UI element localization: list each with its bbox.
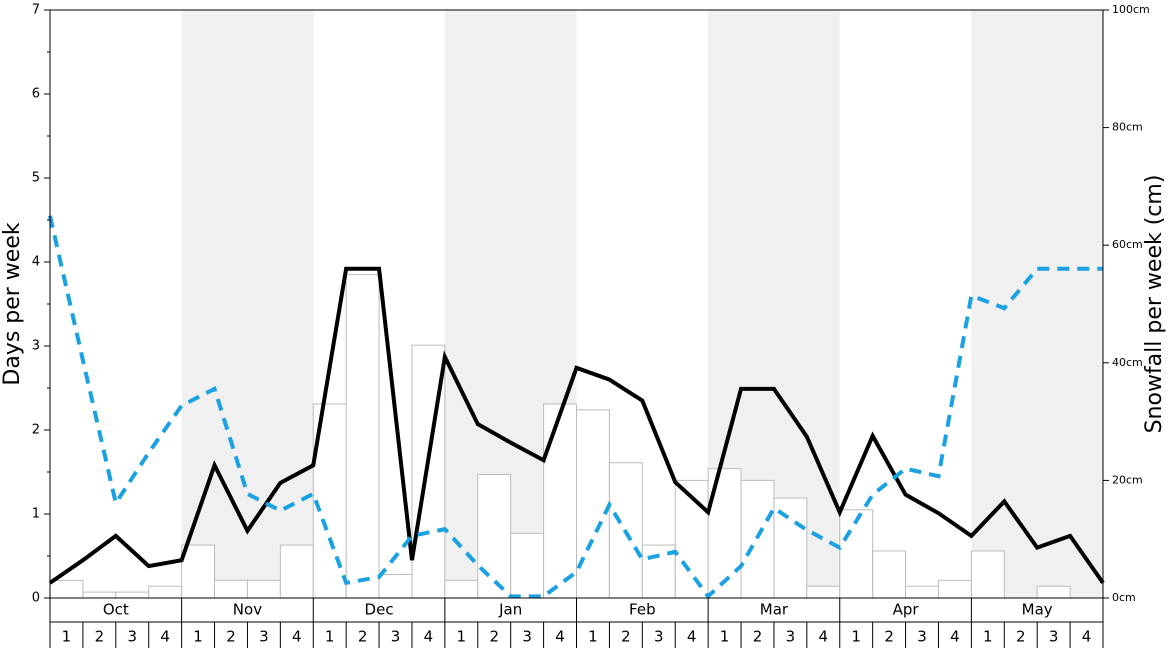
week-label: 1: [983, 628, 993, 646]
week-label: 3: [522, 628, 532, 646]
bar: [937, 579, 972, 599]
week-label: 2: [753, 628, 763, 646]
y-tick-label: 2: [32, 423, 40, 438]
week-label: 2: [226, 628, 236, 646]
y-tick-label: 0: [32, 591, 40, 606]
bar: [181, 544, 216, 599]
week-label: 1: [325, 628, 335, 646]
week-label: 2: [621, 628, 631, 646]
bar: [576, 409, 610, 599]
bar: [872, 550, 907, 599]
week-label: 4: [292, 628, 302, 646]
dashed-line: [48, 215, 1103, 600]
week-label: 3: [127, 628, 137, 646]
bar: [246, 579, 281, 599]
bar: [82, 591, 117, 599]
bar: [279, 544, 314, 599]
week-label: 4: [424, 628, 434, 646]
month-band: [181, 10, 314, 598]
bar: [674, 479, 709, 599]
month-band: [971, 10, 1103, 598]
week-label: 2: [1016, 628, 1026, 646]
bar: [510, 532, 545, 599]
week-label: 2: [358, 628, 368, 646]
bar: [148, 585, 183, 599]
y2-tick-label: 100cm: [1112, 3, 1150, 16]
bar: [970, 550, 1005, 599]
bar: [905, 585, 939, 599]
y-axis-title: Days per week: [0, 222, 25, 385]
week-label: 1: [193, 628, 203, 646]
week-label: 4: [555, 628, 565, 646]
y2-tick-label: 20cm: [1112, 473, 1143, 486]
y2-axis-title: Snowfall per week (cm): [1142, 175, 1167, 434]
bar: [839, 509, 874, 599]
week-label: 1: [457, 628, 467, 646]
month-label: Jan: [498, 601, 522, 619]
week-label: 2: [884, 628, 894, 646]
y-tick-label: 5: [32, 171, 40, 186]
bar: [543, 403, 577, 599]
y-tick-label: 4: [32, 255, 40, 270]
month-label: Feb: [629, 601, 656, 619]
bar: [345, 274, 380, 599]
bar: [806, 585, 841, 599]
month-label: May: [1022, 601, 1053, 619]
week-label: 4: [819, 628, 829, 646]
y2-tick-label: 0cm: [1112, 591, 1136, 604]
month-label: Nov: [233, 601, 262, 619]
week-label: 1: [588, 628, 598, 646]
bar: [740, 479, 775, 599]
month-label: Mar: [760, 601, 789, 619]
week-label: 1: [62, 628, 72, 646]
week-label: 4: [687, 628, 697, 646]
bar: [477, 474, 512, 599]
y2-tick-label: 80cm: [1112, 121, 1143, 134]
bar: [444, 579, 479, 599]
bar: [214, 579, 248, 599]
week-label: 2: [489, 628, 499, 646]
y-tick-label: 6: [32, 87, 40, 102]
week-label: 4: [1082, 628, 1092, 646]
line: [48, 266, 1105, 585]
y-tick-label: 1: [32, 507, 40, 522]
week-label: 1: [720, 628, 730, 646]
month-label: Apr: [893, 601, 920, 619]
bar: [49, 579, 84, 599]
bar: [378, 573, 413, 599]
week-label: 3: [259, 628, 269, 646]
week-label: 3: [917, 628, 927, 646]
month-label: Dec: [365, 601, 394, 619]
week-label: 3: [1049, 628, 1059, 646]
y-tick-label: 7: [32, 3, 40, 18]
week-label: 3: [391, 628, 401, 646]
y2-tick-label: 60cm: [1112, 238, 1143, 251]
y-tick-label: 3: [32, 339, 40, 354]
week-label: 4: [160, 628, 170, 646]
y2-tick-label: 40cm: [1112, 356, 1143, 369]
bar: [115, 591, 150, 599]
bar: [1036, 585, 1071, 599]
week-label: 3: [654, 628, 664, 646]
month-label: Oct: [103, 601, 129, 619]
bar: [773, 497, 808, 599]
week-label: 3: [786, 628, 796, 646]
week-label: 4: [950, 628, 960, 646]
week-label: 1: [851, 628, 861, 646]
week-label: 2: [95, 628, 105, 646]
